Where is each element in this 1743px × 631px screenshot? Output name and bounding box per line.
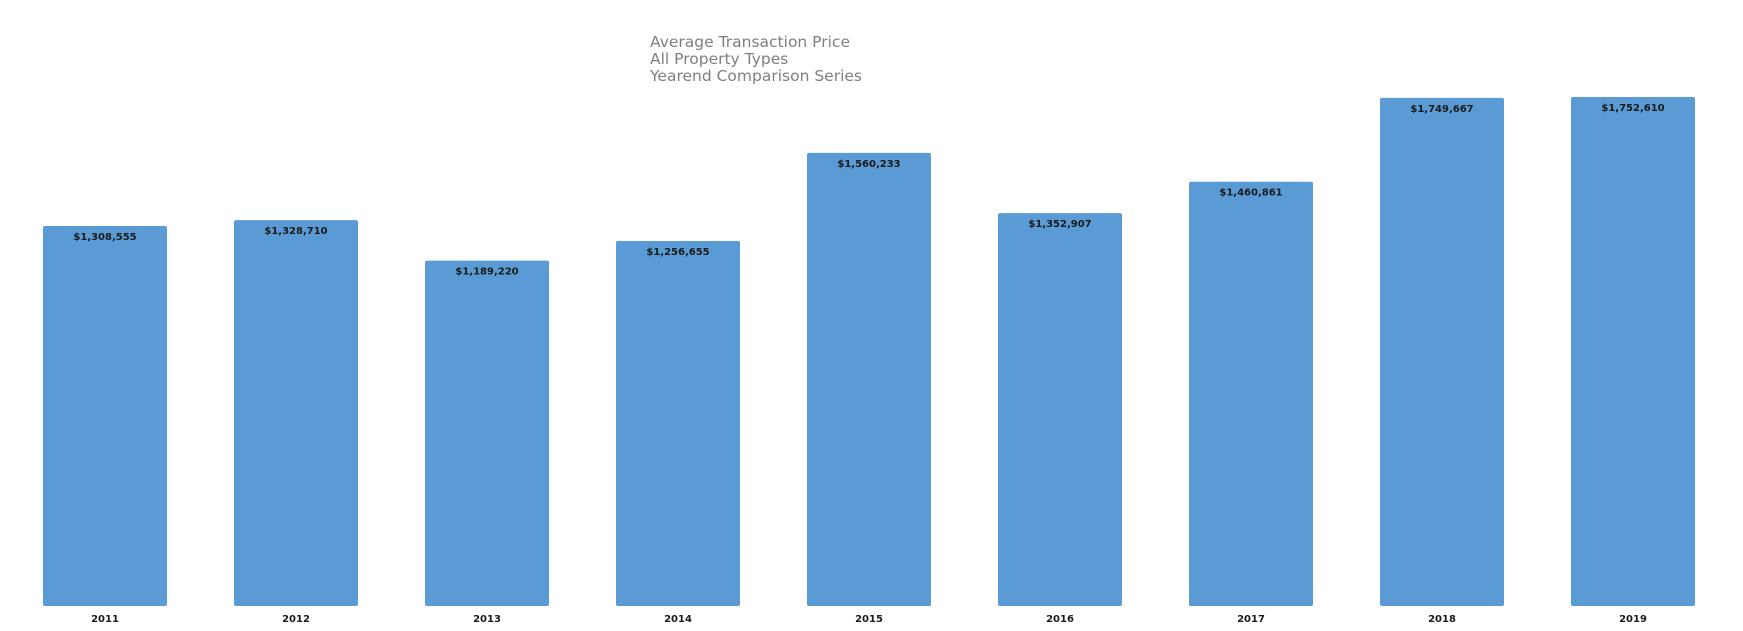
- x-tick-label-2017: 2017: [1237, 614, 1265, 625]
- data-label-2016: $1,352,907: [1028, 219, 1091, 230]
- data-label-2012: $1,328,710: [264, 226, 327, 237]
- x-tick-label-2011: 2011: [91, 614, 119, 625]
- data-label-2017: $1,460,861: [1219, 188, 1282, 199]
- chart-title-line-1: Average Transaction Price: [650, 33, 850, 51]
- bar-2011: [43, 225, 167, 606]
- bar-2017: [1189, 181, 1313, 607]
- chart-title-line-3: Yearend Comparison Series: [650, 67, 862, 85]
- x-tick-label-2014: 2014: [664, 614, 692, 625]
- chart-title: Average Transaction Price All Property T…: [650, 34, 862, 85]
- x-tick-label-2018: 2018: [1428, 614, 1456, 625]
- x-tick-label-2012: 2012: [282, 614, 310, 625]
- bar-2016: [998, 213, 1122, 606]
- x-tick-label-2019: 2019: [1619, 614, 1647, 625]
- x-axis-ticks: 2011 2012 2013 2014 2015 2016 2017 2018 2019: [91, 614, 1647, 625]
- bar-2013: [425, 260, 549, 606]
- data-label-2013: $1,189,220: [455, 267, 518, 278]
- bar-2018: [1380, 97, 1504, 606]
- bar-2012: [234, 220, 358, 607]
- data-label-2011: $1,308,555: [73, 232, 136, 243]
- x-tick-label-2015: 2015: [855, 614, 883, 625]
- chart-title-line-2: All Property Types: [650, 50, 789, 68]
- bars-group: [43, 97, 1695, 607]
- data-label-2018: $1,749,667: [1410, 104, 1473, 115]
- x-tick-label-2016: 2016: [1046, 614, 1074, 625]
- x-tick-label-2013: 2013: [473, 614, 501, 625]
- data-label-2015: $1,560,233: [837, 159, 900, 170]
- data-labels-group: $1,308,555 $1,328,710 $1,189,220 $1,256,655…: [73, 103, 1664, 278]
- data-label-2014: $1,256,655: [646, 247, 709, 258]
- bar-2015: [807, 152, 931, 606]
- bar-2014: [616, 241, 740, 606]
- data-label-2019: $1,752,610: [1601, 103, 1664, 114]
- bar-2019: [1571, 97, 1695, 606]
